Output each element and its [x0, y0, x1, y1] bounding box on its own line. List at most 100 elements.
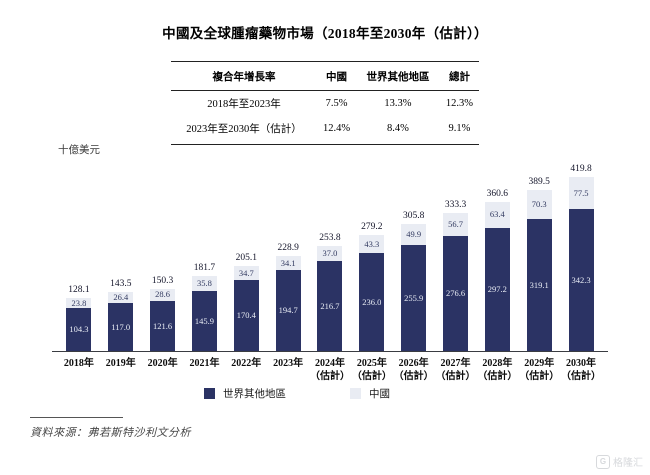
bar-group-2028年: 360.6 63.4 297.2 [476, 189, 518, 351]
x-axis-label: 2021年 [189, 358, 220, 369]
bar-group-2023年: 228.9 34.1 194.7 [267, 243, 309, 351]
bar-segment-china: 43.3 [359, 235, 385, 254]
bar-total-label: 128.1 [68, 284, 90, 295]
bar-group-2025年: 279.2 43.3 236.0 [351, 222, 393, 351]
bar-group-2027年: 333.3 56.7 276.6 [435, 200, 477, 351]
bar-segment-world: 117.0 [108, 302, 134, 351]
x-axis-label: 2022年 [231, 358, 262, 369]
bar-segment-china: 37.0 [317, 245, 343, 262]
bar-segment-world: 121.6 [150, 300, 176, 351]
cagr-table: 複合年增長率 中國 世界其他地區 總計 2018年至2023年 7.5% 13.… [171, 61, 479, 145]
legend-swatch-china-icon [350, 388, 361, 399]
stacked-bar: 34.1 194.7 [275, 256, 301, 351]
legend-item-china: 中國 [350, 386, 390, 401]
bar-segment-china: 23.8 [66, 297, 92, 308]
bar-group-2026年: 305.8 49.9 255.9 [393, 211, 435, 351]
bar-segment-china: 56.7 [443, 212, 469, 237]
legend-label-china: 中國 [369, 389, 390, 400]
bar-segment-china: 34.1 [275, 256, 301, 271]
table-row: 2018年至2023年 7.5% 13.3% 12.3% [171, 91, 479, 117]
x-axis-label: 2019年 [105, 358, 136, 369]
bar-segment-world: 255.9 [401, 244, 427, 351]
bar-segment-china: 28.6 [150, 288, 176, 301]
table-row: 2023年至2030年（估計） 12.4% 8.4% 9.1% [171, 116, 479, 145]
bar-segment-world: 276.6 [443, 236, 469, 351]
x-axis-label: 2018年 [63, 358, 94, 369]
bar-total-label: 305.8 [402, 211, 425, 222]
table-header-china: 中國 [317, 61, 356, 91]
x-axis-label: 2030年 （估計） [561, 358, 602, 382]
stacked-bar: 49.9 255.9 [401, 224, 427, 351]
bar-total-label: 253.8 [319, 232, 341, 243]
table-cell: 13.3% [384, 98, 412, 109]
bar-group-2019年: 143.5 26.4 117.0 [100, 279, 142, 351]
chart-legend: 世界其他地區 中國 [0, 386, 622, 401]
bar-total-label: 228.9 [277, 243, 299, 254]
bar-group-2030年: 419.8 77.5 342.3 [560, 164, 602, 351]
bar-segment-world: 216.7 [317, 261, 343, 351]
bar-total-label: 150.3 [151, 275, 174, 286]
bar-segment-world: 236.0 [359, 253, 385, 351]
table-cell: 12.4% [317, 116, 356, 145]
table-cell: 2018年至2023年 [207, 99, 281, 110]
bar-group-2018年: 128.1 23.8 104.3 [58, 285, 100, 351]
bar-segment-china: 26.4 [108, 291, 134, 303]
bar-segment-china: 77.5 [568, 177, 594, 210]
chart-title: 中國及全球腫瘤藥物市場（2018年至2030年（估計）） [162, 26, 488, 41]
bar-total-label: 205.1 [235, 253, 257, 263]
legend-swatch-world-icon [204, 388, 215, 399]
bar-group-2021年: 181.7 35.8 145.9 [184, 263, 226, 351]
stacked-bar: 26.4 117.0 [108, 291, 134, 351]
table-cell: 9.1% [439, 116, 479, 145]
stacked-bar: 28.6 121.6 [150, 288, 176, 351]
source-divider [30, 417, 123, 418]
stacked-bar-chart: 128.1 23.8 104.3 143.5 26.4 117.0 150.3 28.6 121… [52, 160, 608, 383]
bar-segment-world: 145.9 [191, 290, 217, 351]
stacked-bar: 37.0 216.7 [317, 245, 343, 351]
table-header-cagr: 複合年增長率 [171, 61, 317, 91]
x-axis-label: 2026年 （估計） [393, 358, 434, 382]
bar-segment-world: 170.4 [233, 280, 259, 351]
x-axis-label: 2020年 [147, 358, 178, 369]
bar-total-label: 360.6 [486, 188, 509, 199]
legend-label-world: 世界其他地區 [223, 389, 286, 400]
bar-segment-world: 297.2 [484, 227, 510, 351]
stacked-bar: 70.3 319.1 [526, 189, 552, 351]
stacked-bar: 63.4 297.2 [484, 201, 510, 351]
bar-total-label: 389.5 [528, 176, 550, 187]
x-axis-label: 2024年 （估計） [309, 358, 350, 382]
source-text: 資料來源：弗若斯特沙利文分析 [30, 427, 191, 439]
bar-group-2020年: 150.3 28.6 121.6 [142, 276, 184, 351]
stacked-bar: 23.8 104.3 [66, 297, 92, 351]
stacked-bar: 56.7 276.6 [443, 212, 469, 351]
plot-area: 128.1 23.8 104.3 143.5 26.4 117.0 150.3 28.6 121… [52, 160, 608, 352]
gelonghui-logo-icon: G [596, 454, 610, 469]
stacked-bar: 77.5 342.3 [568, 177, 594, 351]
table-cell: 2023年至2030年（估計） [171, 116, 317, 145]
x-axis-label: 2027年 （估計） [435, 358, 476, 382]
bar-segment-world: 194.7 [275, 270, 301, 351]
bar-group-2029年: 389.5 70.3 319.1 [518, 177, 560, 351]
bar-segment-china: 35.8 [191, 275, 217, 291]
x-axis-label: 2028年 （估計） [477, 358, 518, 382]
x-axis-label: 2023年 [273, 358, 304, 369]
y-axis-unit-label: 十億美元 [58, 145, 100, 156]
stacked-bar: 43.3 236.0 [359, 235, 385, 351]
table-cell: 8.4% [356, 116, 440, 145]
bar-segment-world: 319.1 [526, 218, 552, 351]
bar-group-2024年: 253.8 37.0 216.7 [309, 233, 351, 351]
x-axis-labels: 2018年 2019年 2020年 2021年 2022年 2023年 2024年 （估計） 2… [52, 352, 608, 383]
source-note: 資料來源：弗若斯特沙利文分析 [30, 417, 191, 440]
bar-segment-china: 63.4 [484, 201, 510, 228]
watermark: G 格隆汇 [596, 454, 643, 469]
x-axis-label: 2029年 （估計） [519, 358, 560, 382]
table-header-world: 世界其他地區 [356, 61, 440, 91]
bar-total-label: 419.8 [570, 164, 592, 175]
bar-group-2022年: 205.1 34.7 170.4 [225, 253, 267, 351]
bar-segment-china: 70.3 [526, 189, 552, 219]
x-axis-label: 2025年 （估計） [351, 358, 392, 382]
table-cell: 12.3% [445, 98, 474, 109]
watermark-text: 格隆汇 [613, 458, 643, 469]
table-cell: 7.5% [325, 98, 348, 109]
